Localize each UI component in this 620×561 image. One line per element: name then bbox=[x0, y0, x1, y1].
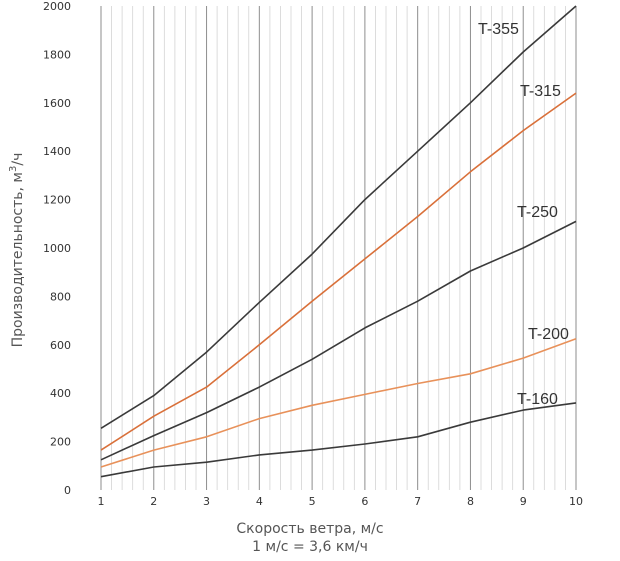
y-tick-label: 0 bbox=[64, 484, 71, 497]
x-tick-label: 2 bbox=[150, 495, 157, 508]
x-tick-label: 5 bbox=[309, 495, 316, 508]
y-axis-title-superscript: 3 bbox=[8, 166, 19, 172]
y-tick-label: 200 bbox=[50, 436, 71, 449]
series-label-t-160: T-160 bbox=[517, 391, 558, 408]
y-tick-labels: 0 200 400 600 800 1000 1200 1400 1600 1800 2000 bbox=[43, 0, 71, 497]
series-label-t-200: T-200 bbox=[528, 326, 569, 343]
x-axis-note: 1 м/с = 3,6 км/ч bbox=[252, 539, 368, 555]
series-line-t-250 bbox=[100, 220, 577, 461]
minor-grid bbox=[111, 6, 566, 490]
series-label-t-315: T-315 bbox=[520, 83, 561, 100]
series-line-t-315 bbox=[100, 92, 577, 451]
y-tick-label: 400 bbox=[50, 387, 71, 400]
y-axis-title: Производительность, м3/ч bbox=[8, 153, 26, 348]
x-tick-label: 3 bbox=[203, 495, 210, 508]
series-labels: T-355 T-315 T-250 T-200 T-160 bbox=[478, 21, 569, 408]
y-tick-label: 1600 bbox=[43, 97, 71, 110]
x-tick-label: 9 bbox=[520, 495, 527, 508]
x-tick-label: 7 bbox=[414, 495, 421, 508]
y-tick-label: 1800 bbox=[43, 48, 71, 61]
x-axis-title: Скорость ветра, м/с bbox=[236, 521, 383, 537]
y-tick-label: 1200 bbox=[43, 194, 71, 207]
y-tick-label: 800 bbox=[50, 290, 71, 303]
y-axis-title-tail: /ч bbox=[10, 153, 26, 166]
series-line-t-355 bbox=[100, 5, 577, 429]
x-tick-label: 8 bbox=[467, 495, 474, 508]
x-tick-label: 6 bbox=[361, 495, 368, 508]
series-line-t-200 bbox=[100, 338, 577, 468]
x-tick-label: 10 bbox=[569, 495, 583, 508]
series-lines bbox=[100, 5, 577, 478]
x-tick-labels: 1 2 3 4 5 6 7 8 9 10 bbox=[98, 495, 584, 508]
x-tick-label: 1 bbox=[98, 495, 105, 508]
y-tick-label: 1400 bbox=[43, 145, 71, 158]
y-tick-label: 600 bbox=[50, 339, 71, 352]
y-axis-title-main: Производительность, м bbox=[10, 172, 26, 347]
major-grid bbox=[100, 6, 577, 490]
y-tick-label: 2000 bbox=[43, 0, 71, 13]
series-label-t-250: T-250 bbox=[517, 204, 558, 221]
series-label-t-355: T-355 bbox=[478, 21, 519, 38]
x-tick-label: 4 bbox=[256, 495, 263, 508]
series-line-t-160 bbox=[100, 402, 577, 478]
y-tick-label: 1000 bbox=[43, 242, 71, 255]
